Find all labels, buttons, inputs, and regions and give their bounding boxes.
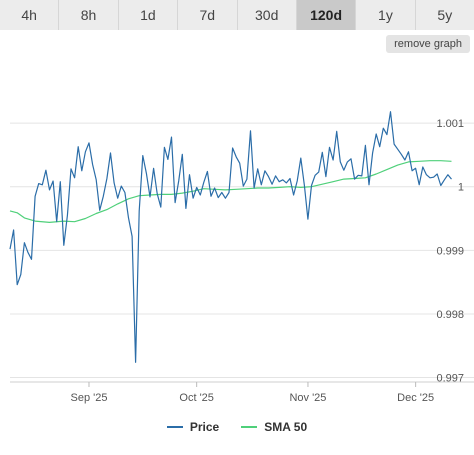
sma-series-line (9, 160, 452, 223)
x-tick-label: Nov '25 (289, 392, 326, 404)
legend-sma-label: SMA 50 (264, 420, 308, 434)
x-tick-label: Oct '25 (179, 392, 214, 404)
price-chart: 0.997 0.998 0.999 1 1.001 Sep '25 Oct '25 Nov '… (9, 111, 474, 404)
y-tick-label: 0.999 (436, 245, 464, 257)
sma-legend-swatch (241, 426, 258, 428)
y-tick-label: 0.998 (436, 309, 464, 321)
y-tick-label: 1.001 (436, 118, 464, 130)
legend-item-price[interactable]: Price (166, 420, 220, 434)
tab-4h[interactable]: 4h (0, 0, 60, 30)
chart-legend: Price SMA 50 (0, 420, 474, 434)
legend-price-label: Price (189, 420, 220, 434)
tab-8h[interactable]: 8h (59, 0, 119, 30)
y-tick-label: 0.997 (436, 373, 464, 385)
x-tick-label: Sep '25 (70, 392, 107, 404)
tab-1y[interactable]: 1y (356, 0, 416, 30)
tab-7d[interactable]: 7d (178, 0, 238, 30)
tab-30d[interactable]: 30d (237, 0, 297, 30)
tab-120d[interactable]: 120d (296, 0, 357, 30)
y-tick-label: 1 (458, 182, 464, 194)
legend-item-sma[interactable]: SMA 50 (241, 420, 307, 434)
tab-1d[interactable]: 1d (118, 0, 179, 30)
time-range-tabs: 4h 8h 1d 7d 30d 120d 1y 5y (0, 0, 474, 30)
price-legend-swatch (166, 426, 183, 428)
x-tick-label: Dec '25 (397, 392, 434, 404)
remove-graph-button[interactable]: remove graph (386, 35, 470, 53)
tab-5y[interactable]: 5y (415, 0, 474, 30)
price-series-line (9, 111, 452, 363)
